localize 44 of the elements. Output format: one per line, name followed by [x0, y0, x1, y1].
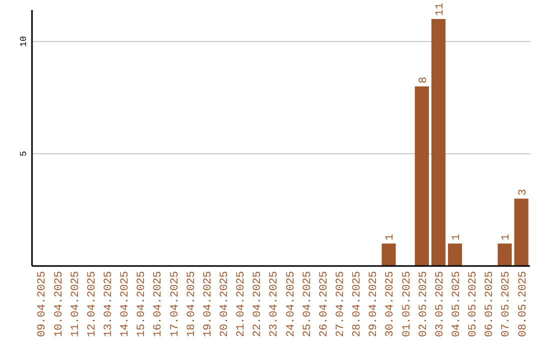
y-tick-label: 10: [19, 36, 29, 47]
x-tick-label: 29.04.2025: [368, 271, 380, 338]
x-tick-label: 01.05.2025: [401, 271, 414, 338]
x-tick-label: 24.04.2025: [285, 271, 298, 338]
x-tick-label: 16.04.2025: [152, 271, 165, 338]
x-tick-label: 03.05.2025: [434, 271, 446, 338]
x-tick-label: 15.04.2025: [136, 271, 148, 338]
x-tick-label: 08.05.2025: [517, 271, 530, 338]
x-tick-label: 11.04.2025: [70, 271, 82, 338]
x-tick-label: 10.04.2025: [53, 271, 66, 338]
x-tick-label: 21.04.2025: [236, 271, 248, 338]
x-tick-label: 14.04.2025: [120, 271, 132, 338]
bar: [382, 244, 396, 266]
x-tick-label: 05.05.2025: [468, 271, 480, 338]
data-label: 1: [451, 234, 464, 241]
x-tick-label: 22.04.2025: [252, 271, 264, 338]
x-tick-label: 13.04.2025: [102, 271, 115, 338]
x-tick-label: 28.04.2025: [352, 271, 364, 338]
x-tick-label: 27.04.2025: [335, 271, 348, 338]
x-tick-label: 19.04.2025: [202, 271, 214, 338]
data-label: 1: [384, 234, 397, 241]
x-tick-label: 02.05.2025: [418, 271, 430, 338]
bar: [498, 244, 512, 266]
bar: [414, 86, 429, 266]
y-tick-label: 5: [19, 151, 29, 156]
bar: [514, 198, 528, 266]
x-tick-label: 30.04.2025: [384, 271, 397, 338]
data-label: 1: [500, 234, 513, 241]
data-label: 8: [418, 76, 430, 84]
x-tick-label: 09.04.2025: [36, 271, 49, 338]
data-label: 3: [517, 189, 530, 196]
x-tick-label: 23.04.2025: [268, 271, 281, 338]
x-tick-label: 26.04.2025: [318, 271, 330, 338]
x-tick-label: 25.04.2025: [302, 271, 314, 338]
x-tick-label: 04.05.2025: [451, 271, 464, 338]
data-label: 11: [434, 2, 446, 16]
x-tick-label: 06.05.2025: [484, 271, 496, 338]
x-tick-label: 07.05.2025: [500, 271, 513, 338]
x-tick-label: 17.04.2025: [169, 271, 182, 338]
bar: [431, 18, 446, 266]
x-tick-label: 12.04.2025: [86, 271, 98, 338]
x-tick-label: 18.04.2025: [186, 271, 198, 338]
bar: [448, 244, 462, 266]
x-tick-label: 20.04.2025: [218, 271, 231, 338]
